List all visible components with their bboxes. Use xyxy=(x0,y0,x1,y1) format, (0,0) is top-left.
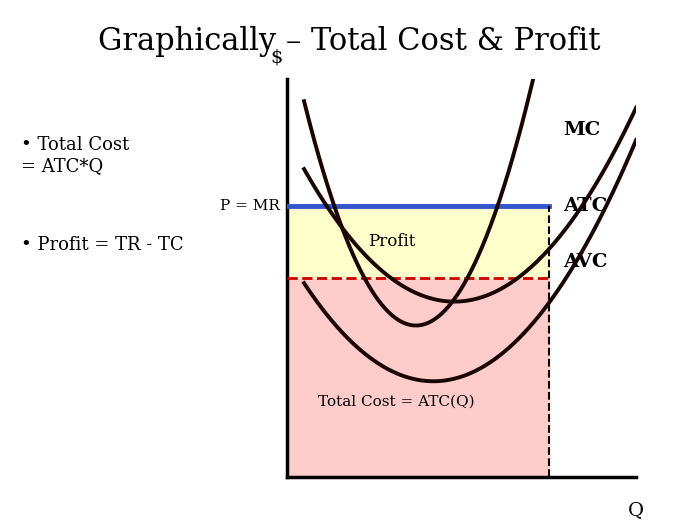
Text: Profit: Profit xyxy=(368,233,415,250)
Text: P = MR: P = MR xyxy=(219,199,280,213)
Text: Total Cost = ATC(Q): Total Cost = ATC(Q) xyxy=(318,394,475,408)
Text: Q: Q xyxy=(628,501,644,519)
Text: • Profit = TR - TC: • Profit = TR - TC xyxy=(21,236,184,254)
Text: ATC: ATC xyxy=(563,197,607,215)
Text: $: $ xyxy=(270,49,282,67)
Text: MC: MC xyxy=(563,122,600,139)
Text: Graphically – Total Cost & Profit: Graphically – Total Cost & Profit xyxy=(99,26,600,57)
Text: AVC: AVC xyxy=(563,253,607,271)
Text: • Total Cost
= ATC*Q: • Total Cost = ATC*Q xyxy=(21,136,129,175)
